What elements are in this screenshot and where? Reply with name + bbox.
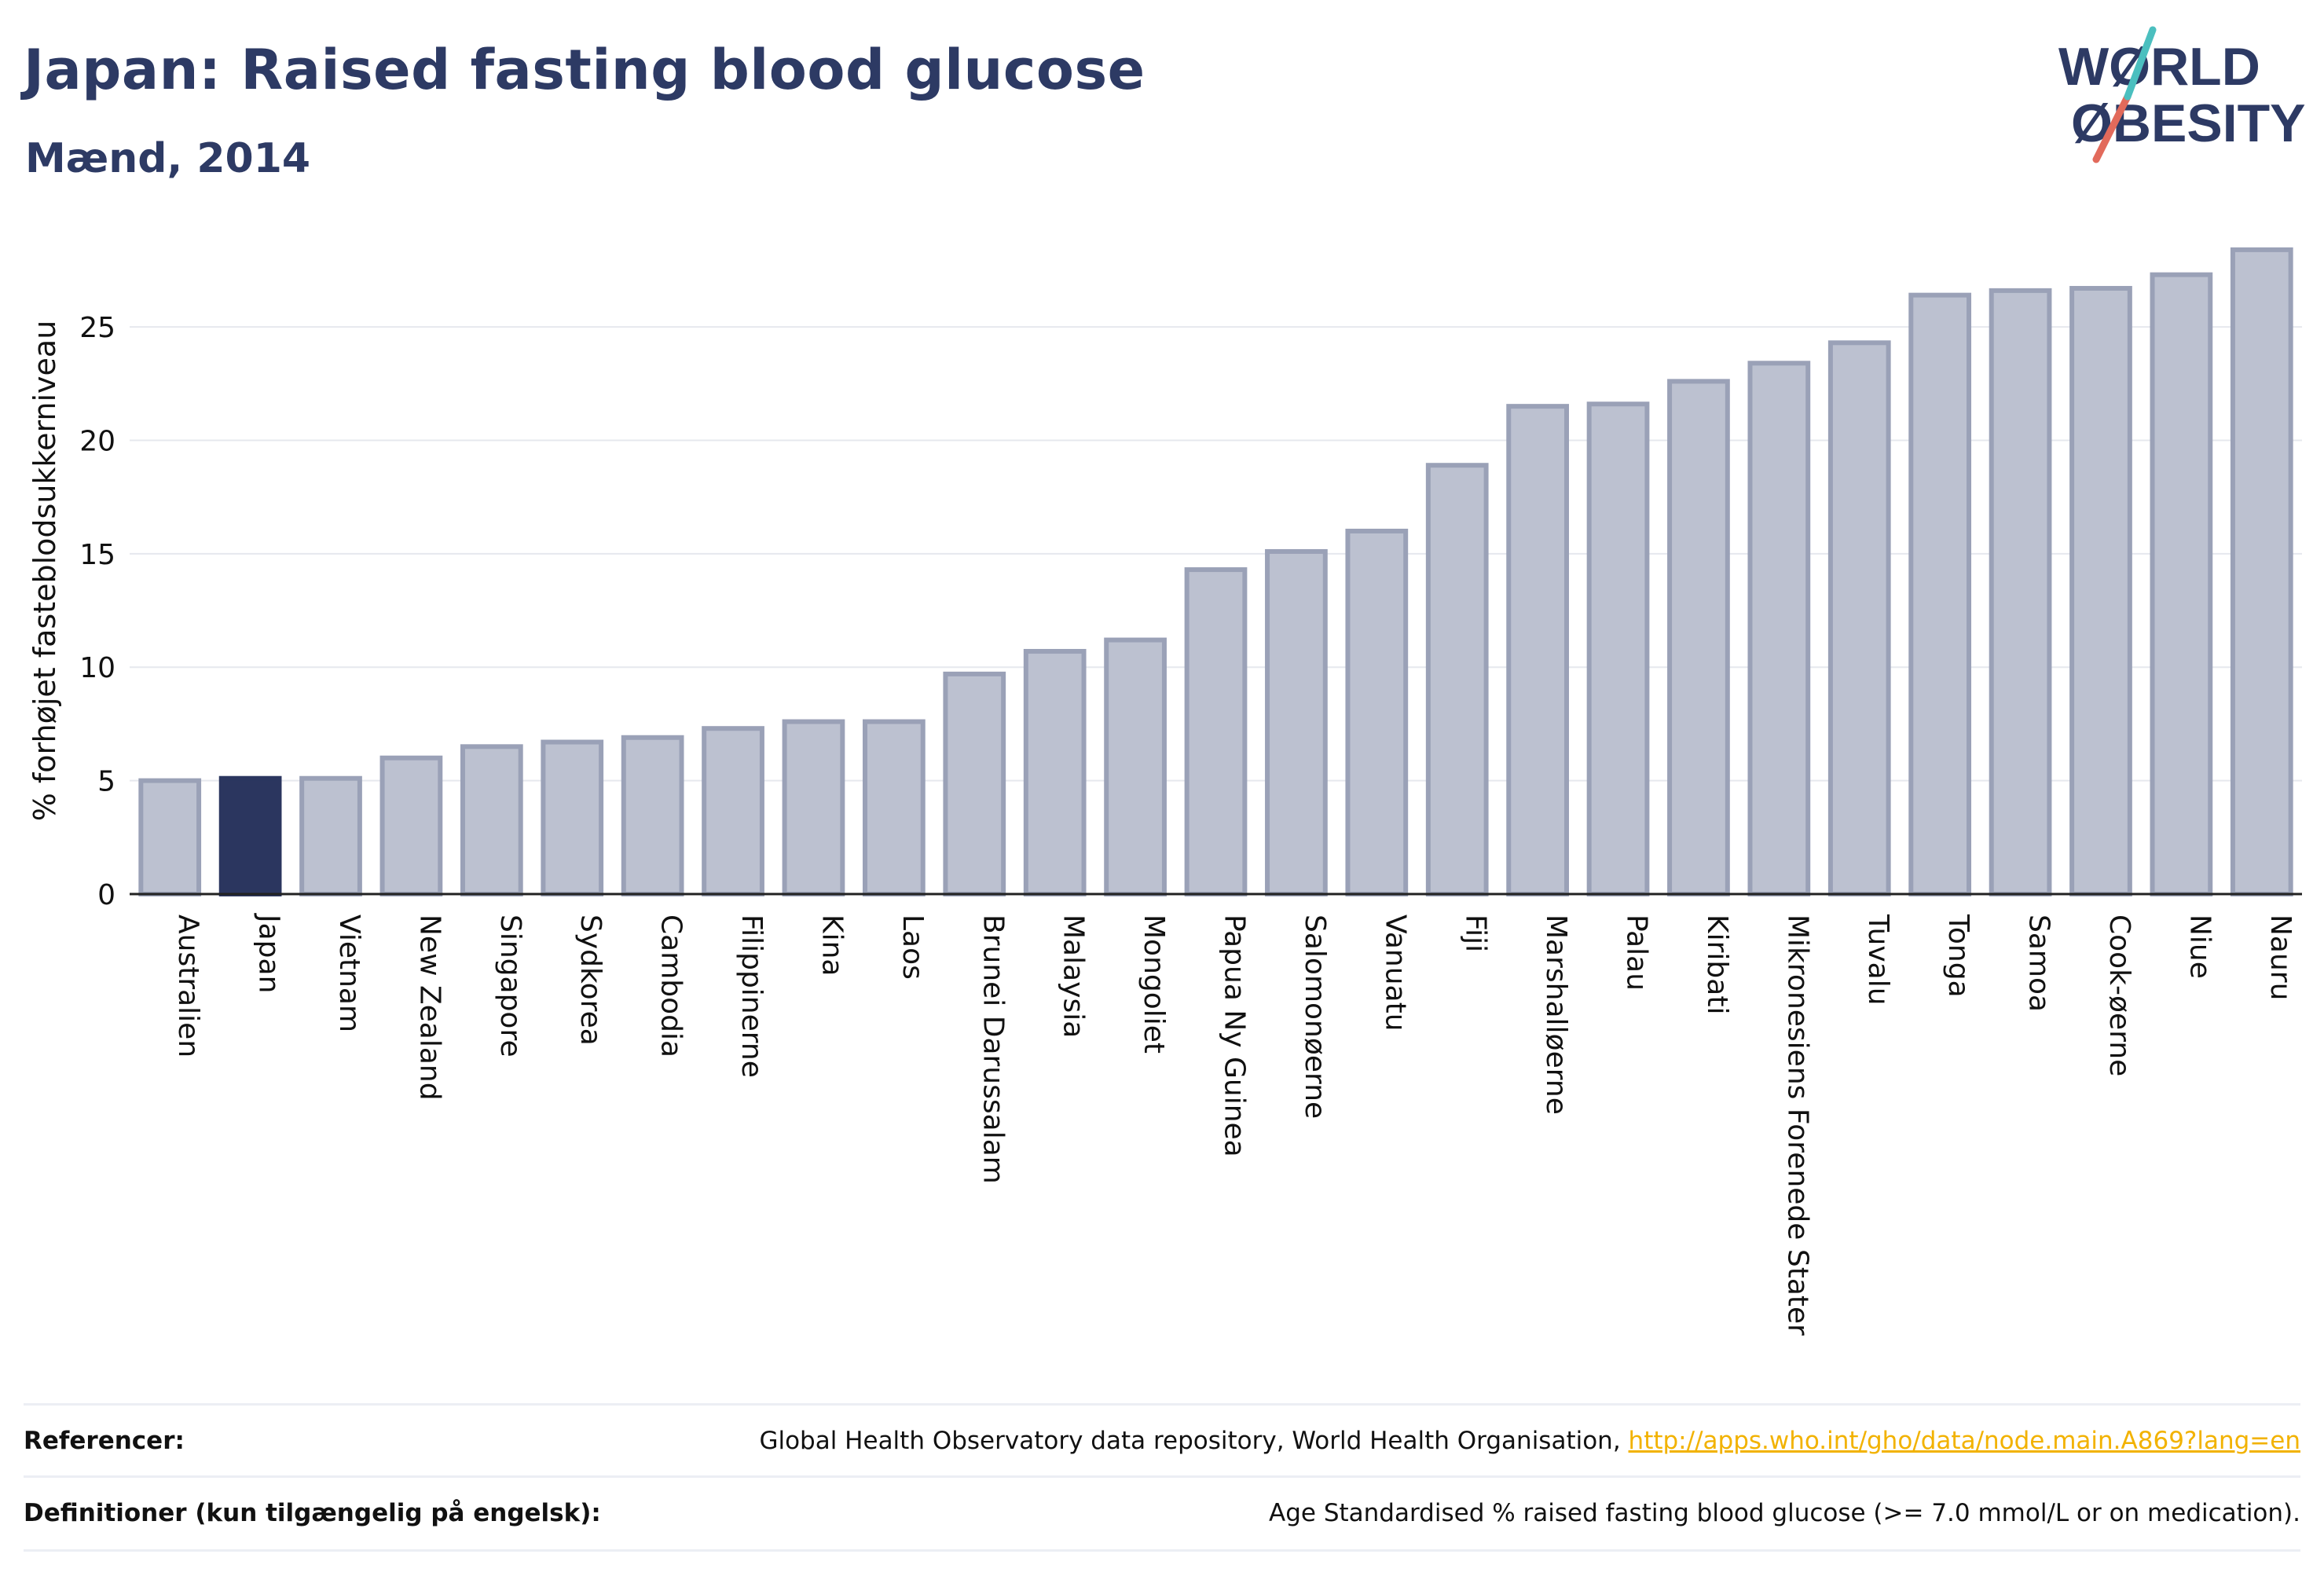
chart-title: Japan: Raised fasting blood glucose (24, 38, 1146, 102)
bar-marshall-erne (1506, 404, 1569, 896)
x-tick-label: Tonga (1942, 914, 1974, 998)
bar-fiji (1425, 463, 1489, 896)
bar-vietnam (299, 775, 362, 896)
bar-mikronesiens-forenede-stater (1747, 361, 1811, 896)
x-tick-label: Mongoliet (1138, 914, 1170, 1054)
y-tick-label: 0 (97, 879, 115, 911)
y-tick-label: 10 (79, 652, 115, 684)
x-tick-label: Salomonøerne (1299, 914, 1331, 1119)
x-tick-label: Niue (2183, 914, 2216, 979)
y-tick-label: 25 (79, 312, 115, 344)
y-tick-label: 15 (79, 539, 115, 571)
bar-kina (782, 719, 845, 896)
x-tick-label: Kina (816, 914, 848, 977)
x-tick-label: Nauru (2264, 914, 2297, 1000)
world-obesity-logo: WØRLD ØBESITY (2058, 26, 2306, 163)
x-tick-label: Cook-øerne (2103, 914, 2135, 1076)
x-tick-label: Vanuatu (1379, 914, 1411, 1032)
x-tick-label: Papua Ny Guinea (1219, 914, 1251, 1157)
references-text: Global Health Observatory data repositor… (759, 1427, 1629, 1455)
chart-subtitle: Mænd, 2014 (25, 135, 311, 182)
bar-cambodia (621, 735, 684, 896)
logo-line1: WØRLD (2058, 37, 2260, 97)
bar-tonga (1908, 292, 1972, 897)
references-label: Referencer: (24, 1427, 185, 1455)
bar-laos (863, 719, 926, 896)
bar-cook-erne (2069, 285, 2132, 896)
bar-samoa (1989, 288, 2052, 897)
x-tick-label: Japan (253, 913, 285, 993)
bar-niue (2150, 272, 2213, 896)
x-tick-label: Australien (172, 914, 204, 1057)
x-tick-label: Marshalløerne (1540, 914, 1572, 1115)
bar-vanuatu (1345, 528, 1409, 896)
x-tick-label: Malaysia (1058, 914, 1090, 1038)
x-tick-label: Filippinerne (735, 914, 768, 1078)
x-tick-label: Laos (896, 914, 929, 980)
bar-chart: 0 5 10 15 20 25 Australien Japan Vietnam New Zea… (27, 247, 2302, 1336)
x-tick-label: Singapore (494, 914, 526, 1057)
references-link[interactable]: http://apps.who.int/gho/data/node.main.A… (1628, 1427, 2300, 1455)
x-axis-labels: Australien Japan Vietnam New Zealand Singapo… (172, 913, 2297, 1336)
x-tick-label: Sydkorea (574, 914, 607, 1046)
x-tick-label: Cambodia (655, 914, 687, 1057)
x-tick-label: Brunei Darussalam (977, 914, 1009, 1184)
bar-australien (138, 778, 202, 896)
bar-mongoliet (1104, 637, 1167, 896)
bar-filippinerne (702, 726, 764, 896)
x-tick-label: Fiji (1460, 914, 1492, 952)
y-axis-label: % forhøjet fasteblodsukkerniveau (27, 321, 62, 822)
bar-malaysia (1023, 649, 1087, 896)
y-axis-ticks: 0 5 10 15 20 25 (79, 312, 115, 911)
x-tick-label: Mikronesiens Forenede Stater (1781, 914, 1813, 1336)
definitions-row: Definitioner (kun tilgængelig på engelsk… (24, 1480, 2300, 1546)
bar-kiribati (1667, 379, 1730, 896)
definitions-text: Age Standardised % raised fasting blood … (1269, 1499, 2300, 1527)
y-tick-label: 20 (79, 425, 115, 457)
x-tick-label: Samoa (2023, 914, 2055, 1012)
x-tick-label: Tuvalu (1862, 914, 1894, 1006)
bar-nauru (2230, 247, 2293, 897)
bar-tuvalu (1827, 340, 1891, 896)
bar-japan (218, 775, 282, 896)
bar-brunei-darussalam (943, 671, 1006, 896)
x-tick-label: Palau (1621, 914, 1653, 991)
references-row: Referencer: Global Health Observatory da… (24, 1408, 2300, 1474)
bar-sydkorea (541, 739, 604, 897)
x-tick-label: New Zealand (413, 914, 445, 1101)
bar-papua-ny-guinea (1184, 567, 1248, 896)
x-tick-label: Kiribati (1701, 914, 1733, 1014)
references-value: Global Health Observatory data repositor… (759, 1427, 2300, 1455)
y-tick-label: 5 (97, 766, 115, 798)
bar-palau (1586, 401, 1650, 896)
bar-new-zealand (379, 755, 443, 896)
bar-salomon-erne (1265, 548, 1328, 897)
logo-line2: ØBESITY (2071, 93, 2306, 153)
bars (138, 247, 2293, 897)
bar-singapore (460, 744, 523, 896)
definitions-label: Definitioner (kun tilgængelig på engelsk… (24, 1499, 601, 1527)
x-tick-label: Vietnam (333, 914, 365, 1032)
